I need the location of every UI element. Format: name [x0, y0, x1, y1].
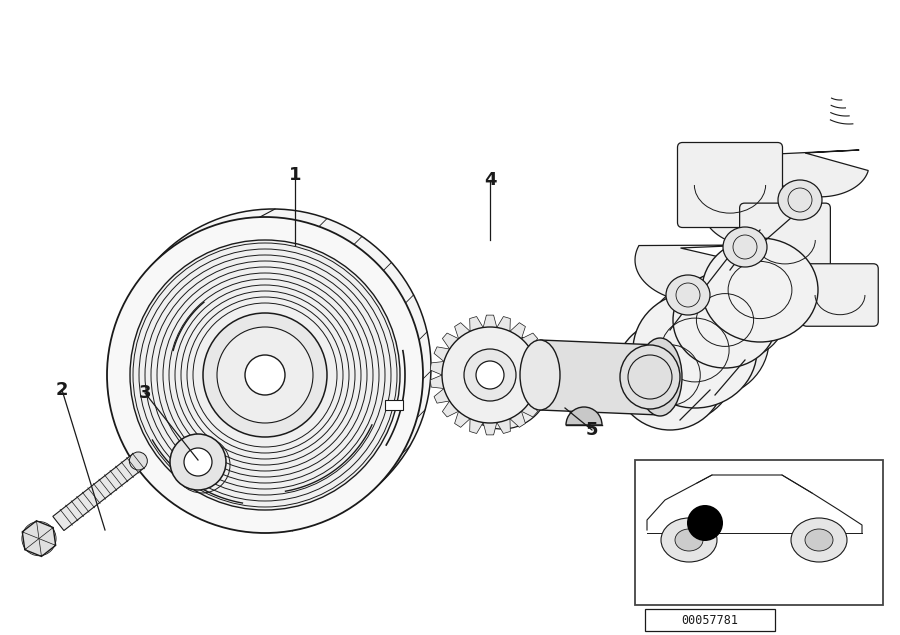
Ellipse shape [520, 340, 560, 410]
Ellipse shape [454, 333, 550, 429]
Polygon shape [483, 315, 497, 328]
Ellipse shape [130, 240, 400, 510]
Polygon shape [510, 411, 526, 427]
Polygon shape [434, 347, 450, 361]
Ellipse shape [791, 518, 847, 562]
FancyBboxPatch shape [678, 142, 782, 227]
Polygon shape [497, 316, 510, 331]
Polygon shape [536, 361, 550, 375]
Ellipse shape [778, 180, 822, 220]
FancyBboxPatch shape [645, 609, 775, 631]
Polygon shape [530, 389, 546, 403]
Text: 2: 2 [56, 381, 68, 399]
Ellipse shape [170, 434, 226, 490]
Ellipse shape [673, 272, 777, 368]
Polygon shape [430, 375, 444, 389]
Ellipse shape [633, 292, 757, 408]
Ellipse shape [476, 361, 504, 389]
Polygon shape [470, 316, 483, 331]
Polygon shape [771, 150, 868, 197]
FancyBboxPatch shape [635, 460, 883, 605]
Polygon shape [443, 401, 459, 417]
Ellipse shape [625, 312, 735, 422]
Ellipse shape [615, 320, 725, 430]
Polygon shape [470, 418, 483, 434]
Polygon shape [22, 521, 56, 556]
Polygon shape [521, 333, 537, 349]
Polygon shape [497, 418, 510, 434]
Polygon shape [635, 245, 764, 302]
Polygon shape [483, 422, 497, 435]
Ellipse shape [723, 227, 767, 267]
Ellipse shape [115, 209, 431, 525]
Polygon shape [454, 323, 470, 338]
Wedge shape [566, 407, 602, 425]
Ellipse shape [702, 238, 818, 342]
Polygon shape [443, 333, 459, 349]
Ellipse shape [675, 529, 703, 551]
Text: 5: 5 [586, 421, 598, 439]
Ellipse shape [683, 264, 787, 360]
FancyBboxPatch shape [802, 264, 878, 326]
Ellipse shape [203, 313, 327, 437]
Ellipse shape [442, 327, 538, 423]
Ellipse shape [645, 282, 769, 398]
Ellipse shape [620, 345, 680, 409]
Polygon shape [510, 323, 526, 338]
Ellipse shape [217, 327, 313, 423]
Polygon shape [430, 361, 444, 375]
Polygon shape [536, 375, 550, 389]
Ellipse shape [245, 355, 285, 395]
Ellipse shape [687, 505, 723, 541]
Ellipse shape [661, 518, 717, 562]
Ellipse shape [805, 529, 833, 551]
Ellipse shape [464, 349, 516, 401]
Ellipse shape [130, 452, 148, 470]
Polygon shape [540, 340, 660, 415]
Polygon shape [703, 195, 816, 247]
Ellipse shape [714, 228, 830, 332]
Polygon shape [454, 411, 470, 427]
Text: 00057781: 00057781 [681, 613, 739, 627]
Ellipse shape [184, 448, 212, 476]
Polygon shape [530, 347, 546, 361]
FancyBboxPatch shape [740, 203, 831, 277]
Polygon shape [434, 389, 450, 403]
Polygon shape [521, 401, 537, 417]
FancyBboxPatch shape [385, 400, 403, 410]
Ellipse shape [648, 365, 672, 389]
Ellipse shape [666, 275, 710, 315]
Text: 3: 3 [139, 384, 151, 402]
Ellipse shape [107, 217, 423, 533]
Polygon shape [53, 454, 144, 531]
Text: 4: 4 [484, 171, 496, 189]
Ellipse shape [638, 338, 682, 416]
Text: 1: 1 [289, 166, 302, 184]
